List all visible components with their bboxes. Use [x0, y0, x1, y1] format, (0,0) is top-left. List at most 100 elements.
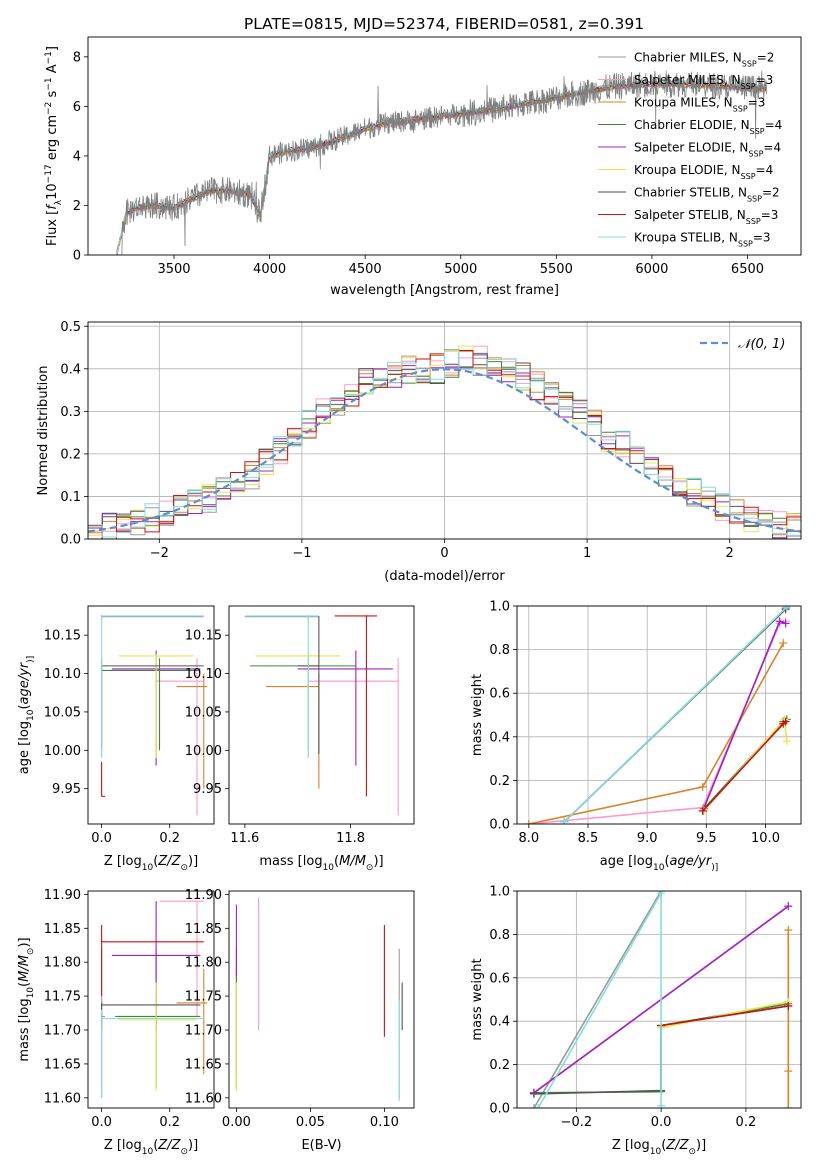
y-tick-label: 4: [73, 149, 81, 164]
x-axis-label-part: ⊙: [180, 863, 188, 873]
y-axis-label-part: 10: [45, 183, 60, 200]
legend-entry-sub: SSP: [733, 104, 748, 113]
y-axis-label-part: (: [17, 704, 32, 709]
y-axis-label: Flux [fλ10−17 erg cm−2 s−1 A−1]: [44, 46, 64, 246]
y-tick-label: 11.80: [44, 956, 81, 971]
y-tick-label: 9.95: [193, 782, 222, 797]
x-axis-label-part: )]: [696, 1138, 706, 1153]
y-tick-label: 9.95: [52, 782, 81, 797]
x-axis-label-part: (: [334, 854, 339, 869]
x-tick-label: 0.00: [222, 1115, 251, 1130]
legend-entry: Salpeter MILES, NSSP=3: [634, 73, 773, 91]
legend-entry-name: Kroupa ELODIE, N: [634, 163, 741, 177]
axes-frame: [516, 605, 802, 825]
legend-entry: Kroupa MILES, NSSP=3: [634, 96, 765, 114]
legend-entry-value: =2: [762, 186, 780, 200]
x-axis-label: E(B-V): [301, 1138, 341, 1153]
x-tick-label: 0.0: [91, 831, 112, 846]
x-axis-label-part: )]: [188, 1138, 198, 1153]
y-tick-label: 0.0: [60, 533, 81, 548]
legend-entry-value: =4: [763, 141, 781, 155]
legend-entry-name: Chabrier STELIB, N: [634, 186, 747, 200]
spectrum-line: [116, 70, 767, 255]
plot-area: [101, 615, 208, 816]
panel-residuals: −2 −1 0 1 2 0.0 0.1 0.2 0.3 0.4 0.5 (data-model)/er…: [36, 320, 802, 584]
legend-entry-name: Kroupa STELIB, N: [634, 231, 738, 245]
y-axis-label-part: f: [45, 203, 60, 210]
x-tick-label: 1: [583, 546, 591, 561]
y-axis-label-part: )]: [26, 656, 36, 663]
legend-entry-sub: SSP: [750, 127, 765, 136]
y-tick-label: 0.2: [60, 447, 81, 462]
y-tick-label: 0.3: [60, 405, 81, 420]
x-axis-label-part: 10: [142, 1147, 154, 1157]
x-axis-label-part: (: [153, 1138, 158, 1153]
x-axis-label-part: )]: [188, 854, 198, 869]
plot-area: [101, 900, 208, 1098]
x-tick-label: 8.0: [518, 831, 539, 846]
x-tick-label: 9.0: [637, 831, 658, 846]
figure-title: PLATE=0815, MJD=52374, FIBERID=0581, z=0…: [244, 15, 644, 33]
x-axis-label-part: Z/Z: [157, 1138, 181, 1153]
y-tick-label: 10.05: [185, 705, 222, 720]
x-tick-label: 11.6: [230, 831, 259, 846]
weight-line: [660, 1000, 789, 1029]
y-axis-label: mass [log10(M/M⊙)]: [17, 937, 36, 1061]
x-tick-label: 0.0: [651, 1115, 672, 1130]
y-tick-label: 11.60: [44, 1091, 81, 1106]
legend-entry-name: Salpeter STELIB, N: [634, 208, 746, 222]
legend-entry-sub: SSP: [741, 172, 756, 181]
y-tick-label: 0.6: [489, 971, 510, 986]
y-axis-label-part: −1: [44, 77, 54, 90]
legend-entry-value: =4: [765, 118, 783, 132]
x-axis-label-part: 10: [323, 863, 335, 873]
x-tick-label: 8.5: [578, 831, 599, 846]
x-axis-label-part: (: [664, 854, 669, 869]
legend-entry-sub: SSP: [746, 217, 761, 226]
legend-entry-sub: SSP: [742, 59, 757, 68]
y-tick-label: 0.4: [489, 730, 510, 745]
grid: [517, 890, 801, 1109]
legend-entry-name: Chabrier ELODIE, N: [634, 118, 750, 132]
y-tick-label: 2: [73, 199, 81, 214]
y-axis-label-part: −17: [44, 164, 54, 183]
legend-entry-value: =3: [756, 73, 774, 87]
y-axis-label-part: mass [log: [17, 998, 32, 1061]
y-axis-label-part: (: [17, 982, 32, 987]
y-tick-label: 10.05: [44, 705, 81, 720]
legend-entry: 𝒩(0, 1): [738, 337, 785, 352]
legend-entry: Kroupa STELIB, NSSP=3: [634, 231, 771, 249]
y-tick-label: 11.60: [185, 1091, 222, 1106]
y-tick-label: 10.15: [185, 629, 222, 644]
y-tick-label: 0.0: [489, 818, 510, 833]
x-tick-label: 5500: [540, 262, 573, 277]
legend-entry-value: =3: [753, 231, 771, 245]
y-tick-label: 0.4: [489, 1015, 510, 1030]
x-tick-label: 5000: [444, 262, 477, 277]
weight-line: [660, 1005, 789, 1027]
histogram-step: [88, 349, 801, 538]
x-axis-label-part: ⊙: [688, 1147, 696, 1157]
x-tick-label: 4500: [349, 262, 382, 277]
y-tick-label: 0.2: [489, 774, 510, 789]
panel-spectrum: 3500 4000 4500 5000 5500 6000 6500 0 2 4 6 8 wavelen…: [44, 36, 802, 298]
y-axis-label-part: age/yr: [17, 661, 32, 704]
legend-entry-sub: SSP: [748, 149, 763, 158]
legend-entry: Salpeter ELODIE, NSSP=4: [634, 141, 781, 159]
legend-entry-sub: SSP: [741, 82, 756, 91]
y-axis-label-part: age [log: [17, 721, 32, 774]
x-axis-label: (data-model)/error: [384, 569, 505, 584]
x-tick-label: −2: [150, 546, 169, 561]
y-axis-label-part: s: [45, 90, 60, 101]
x-axis-label-part: 10: [142, 863, 154, 873]
x-axis-label: Z [log10(Z/Z⊙)]: [104, 854, 198, 873]
y-tick-label: 0.1: [60, 490, 81, 505]
x-tick-label: 6000: [635, 262, 668, 277]
x-axis-label-part: )]: [711, 863, 718, 873]
x-tick-label: 2: [726, 546, 734, 561]
legend-entry-name: Salpeter MILES, N: [634, 73, 741, 87]
axes-frame: [87, 36, 802, 256]
